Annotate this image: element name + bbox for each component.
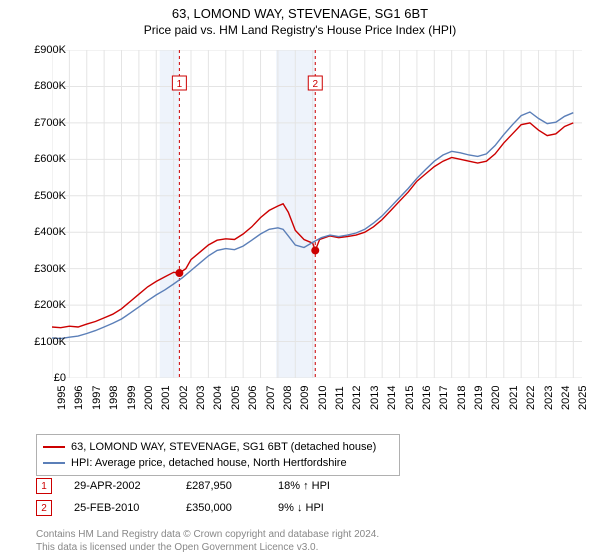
y-tick-label: £600K bbox=[16, 153, 66, 165]
sale-row: 1 29-APR-2002 £287,950 18% ↑ HPI bbox=[36, 478, 330, 494]
y-tick-label: £300K bbox=[16, 263, 66, 275]
x-tick-label: 2025 bbox=[577, 386, 589, 410]
sale-marker-label: 2 bbox=[41, 503, 47, 514]
x-tick-label: 2004 bbox=[212, 386, 224, 410]
x-tick-label: 2006 bbox=[247, 386, 259, 410]
x-tick-label: 1998 bbox=[108, 386, 120, 410]
x-tick-label: 1995 bbox=[56, 386, 68, 410]
footer-line1: Contains HM Land Registry data © Crown c… bbox=[36, 528, 379, 541]
legend-row: HPI: Average price, detached house, Nort… bbox=[43, 455, 393, 471]
y-tick-label: £100K bbox=[16, 336, 66, 348]
x-tick-label: 2001 bbox=[160, 386, 172, 410]
legend-swatch-subject bbox=[43, 446, 65, 448]
x-tick-label: 2013 bbox=[369, 386, 381, 410]
y-tick-label: £500K bbox=[16, 190, 66, 202]
x-tick-label: 2003 bbox=[195, 386, 207, 410]
sale-marker-2: 2 bbox=[36, 500, 52, 516]
x-tick-label: 1996 bbox=[73, 386, 85, 410]
footer-line2: This data is licensed under the Open Gov… bbox=[36, 541, 379, 554]
x-tick-label: 2011 bbox=[334, 386, 346, 410]
sale-price: £287,950 bbox=[186, 480, 256, 492]
legend: 63, LOMOND WAY, STEVENAGE, SG1 6BT (deta… bbox=[36, 434, 400, 476]
x-tick-label: 2017 bbox=[438, 386, 450, 410]
sale-marker-1: 1 bbox=[36, 478, 52, 494]
chart-svg: 12 bbox=[52, 50, 582, 378]
x-tick-label: 2007 bbox=[265, 386, 277, 410]
sale-date: 25-FEB-2010 bbox=[74, 502, 164, 514]
y-tick-label: £400K bbox=[16, 226, 66, 238]
x-tick-label: 2023 bbox=[543, 386, 555, 410]
sale-price: £350,000 bbox=[186, 502, 256, 514]
sale-marker-label: 1 bbox=[41, 481, 47, 492]
x-tick-label: 2021 bbox=[508, 386, 520, 410]
y-tick-label: £700K bbox=[16, 117, 66, 129]
chart-title: 63, LOMOND WAY, STEVENAGE, SG1 6BT bbox=[0, 0, 600, 21]
x-tick-label: 2020 bbox=[490, 386, 502, 410]
footer: Contains HM Land Registry data © Crown c… bbox=[36, 528, 379, 554]
x-tick-label: 2005 bbox=[230, 386, 242, 410]
chart-subtitle: Price paid vs. HM Land Registry's House … bbox=[0, 21, 600, 37]
chart-area: 12 bbox=[52, 50, 582, 378]
x-tick-label: 2024 bbox=[560, 386, 572, 410]
x-tick-label: 2010 bbox=[317, 386, 329, 410]
sale-delta: 18% ↑ HPI bbox=[278, 480, 330, 492]
y-tick-label: £0 bbox=[16, 372, 66, 384]
legend-label: 63, LOMOND WAY, STEVENAGE, SG1 6BT (deta… bbox=[71, 441, 376, 453]
y-tick-label: £900K bbox=[16, 44, 66, 56]
x-tick-label: 1999 bbox=[126, 386, 138, 410]
x-tick-label: 2018 bbox=[456, 386, 468, 410]
legend-swatch-hpi bbox=[43, 462, 65, 464]
x-tick-label: 2019 bbox=[473, 386, 485, 410]
svg-text:1: 1 bbox=[177, 79, 183, 90]
x-tick-label: 2022 bbox=[525, 386, 537, 410]
legend-label: HPI: Average price, detached house, Nort… bbox=[71, 457, 347, 469]
x-tick-label: 1997 bbox=[91, 386, 103, 410]
y-tick-label: £200K bbox=[16, 299, 66, 311]
legend-row: 63, LOMOND WAY, STEVENAGE, SG1 6BT (deta… bbox=[43, 439, 393, 455]
x-tick-label: 2012 bbox=[351, 386, 363, 410]
x-tick-label: 2002 bbox=[178, 386, 190, 410]
svg-text:2: 2 bbox=[312, 79, 318, 90]
x-tick-label: 2015 bbox=[404, 386, 416, 410]
x-tick-label: 2000 bbox=[143, 386, 155, 410]
sale-row: 2 25-FEB-2010 £350,000 9% ↓ HPI bbox=[36, 500, 324, 516]
x-tick-label: 2009 bbox=[299, 386, 311, 410]
y-tick-label: £800K bbox=[16, 80, 66, 92]
x-tick-label: 2014 bbox=[386, 386, 398, 410]
sale-date: 29-APR-2002 bbox=[74, 480, 164, 492]
x-tick-label: 2016 bbox=[421, 386, 433, 410]
x-tick-label: 2008 bbox=[282, 386, 294, 410]
sale-delta: 9% ↓ HPI bbox=[278, 502, 324, 514]
